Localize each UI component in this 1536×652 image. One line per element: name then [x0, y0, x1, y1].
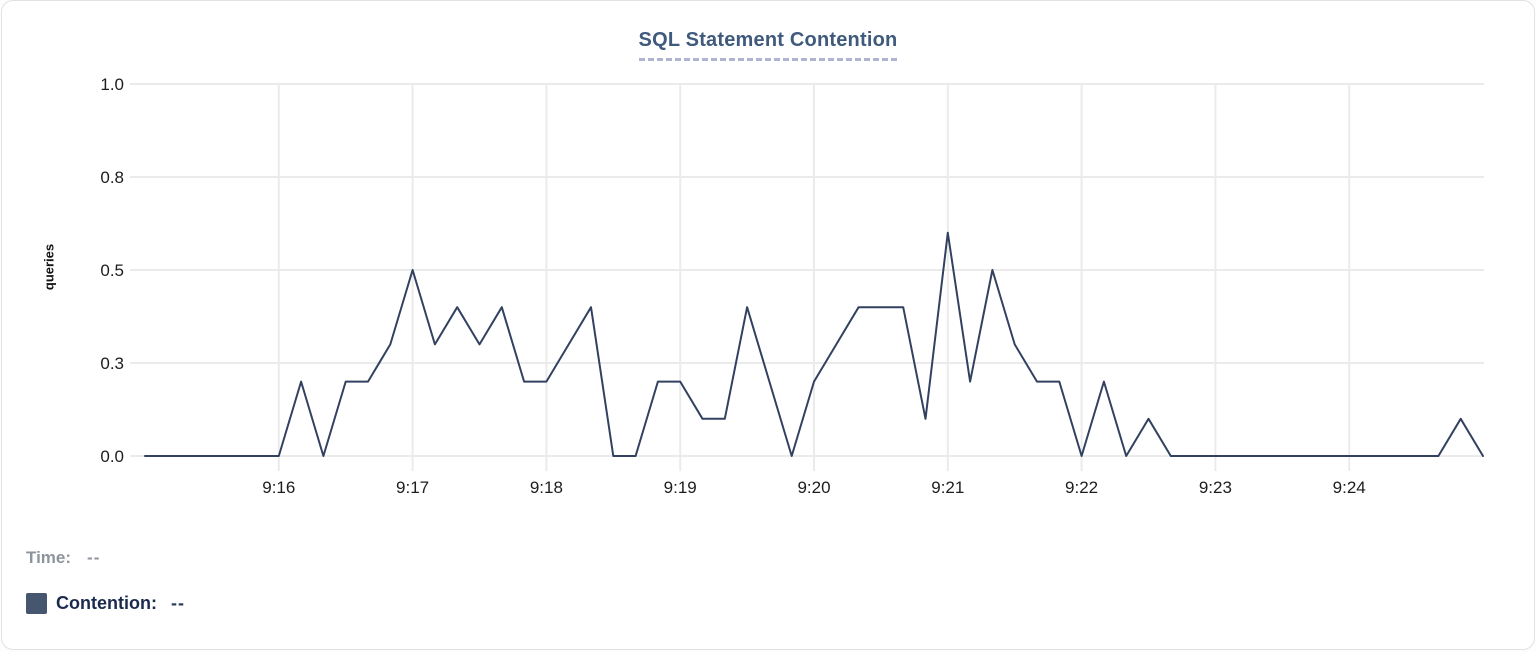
x-tick-label: 9:16 — [262, 478, 295, 497]
contention-series-swatch — [26, 593, 47, 614]
time-label: Time: — [26, 548, 72, 567]
contention-value: -- — [170, 593, 185, 613]
y-tick-label: 1.0 — [100, 75, 124, 94]
x-tick-label: 9:21 — [931, 478, 964, 497]
chart-title[interactable]: SQL Statement Contention — [638, 29, 898, 61]
tooltip-time-row: Time: -- — [26, 548, 100, 568]
x-tick-label: 9:19 — [664, 478, 697, 497]
chart-header: SQL Statement Contention — [2, 29, 1534, 61]
x-tick-label: 9:23 — [1199, 478, 1232, 497]
x-tick-label: 9:24 — [1333, 478, 1366, 497]
x-tick-label: 9:20 — [797, 478, 830, 497]
y-tick-label: 0.0 — [100, 447, 124, 466]
time-value: -- — [87, 548, 101, 567]
y-tick-label: 0.8 — [100, 168, 124, 187]
x-tick-label: 9:18 — [530, 478, 563, 497]
contention-label: Contention: — [56, 593, 157, 613]
x-tick-label: 9:22 — [1065, 478, 1098, 497]
tooltip-contention-row: Contention: -- — [26, 593, 185, 614]
y-tick-label: 0.3 — [100, 354, 124, 373]
y-tick-label: 0.5 — [100, 261, 124, 280]
x-tick-label: 9:17 — [396, 478, 429, 497]
contention-series-line — [144, 231, 1484, 457]
